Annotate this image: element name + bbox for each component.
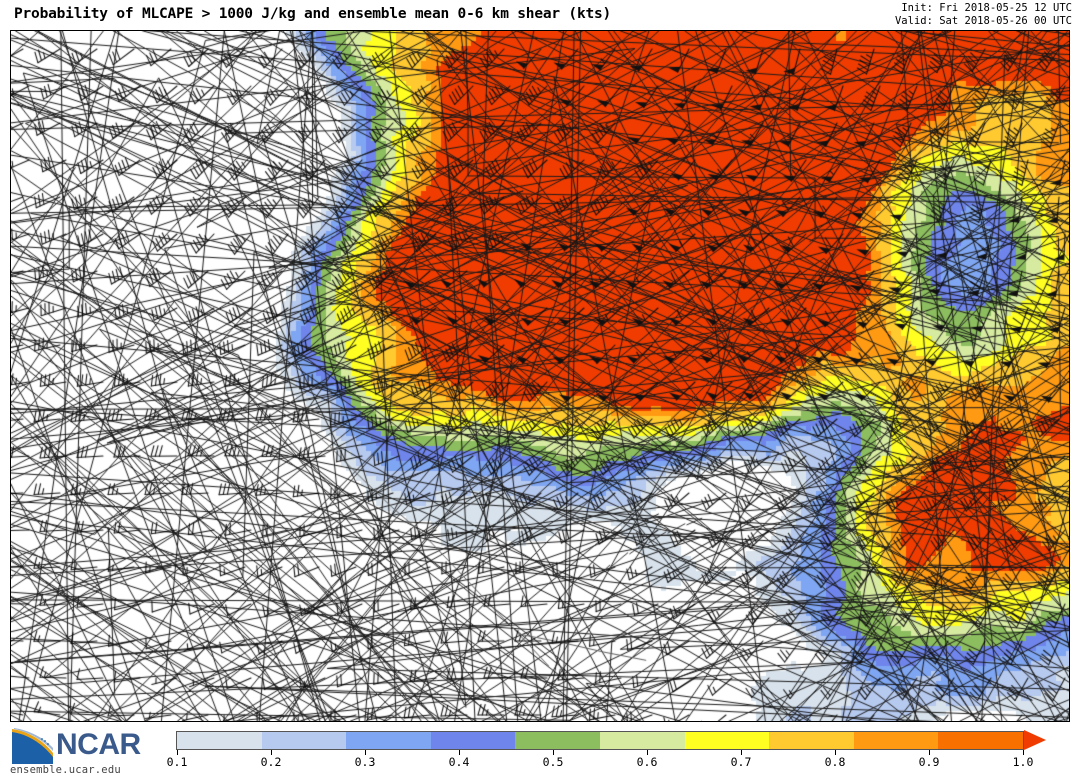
map-plot-area[interactable]	[10, 30, 1070, 722]
footer-bar: NCAR ensemble.ucar.edu 0.1 0.2 0.3 0.4 0.5 0.…	[0, 722, 1080, 781]
colorbar-tick	[834, 750, 836, 755]
colorbar-segment	[430, 732, 516, 749]
colorbar-tick-label: 1.0	[1012, 755, 1034, 769]
colorbar-tick	[740, 750, 742, 755]
colorbar-tick-label: 0.5	[542, 755, 564, 769]
colorbar-segment	[769, 732, 854, 749]
colorbar-segment	[599, 732, 685, 749]
colorbar-ticks	[176, 750, 1024, 756]
colorbar-swatches	[176, 731, 1024, 750]
page-title: Probability of MLCAPE > 1000 J/kg and en…	[14, 6, 612, 22]
colorbar-tick-label: 0.4	[448, 755, 470, 769]
colorbar-segment	[515, 732, 600, 749]
colorbar-overflow-arrow-icon	[1024, 730, 1046, 750]
ncar-logo[interactable]: NCAR ensemble.ucar.edu	[8, 726, 168, 776]
colorbar-tick-labels: 0.1 0.2 0.3 0.4 0.5 0.6 0.7 0.8 0.9 1.0	[167, 755, 1056, 773]
colorbar-tick-label: 0.7	[730, 755, 752, 769]
init-time-label: Init: Fri 2018-05-25 12 UTC	[901, 2, 1072, 14]
valid-time-label: Valid: Sat 2018-05-26 00 UTC	[894, 15, 1072, 27]
colorbar-tick	[458, 750, 460, 755]
colorbar-tick	[646, 750, 648, 755]
colorbar-tick	[364, 750, 366, 755]
ncar-wordmark: NCAR	[56, 728, 141, 761]
colorbar-tick-label: 0.3	[354, 755, 376, 769]
colorbar-segment	[684, 732, 770, 749]
colorbar-segment	[346, 732, 431, 749]
forecast-timestamps: Init: Fri 2018-05-25 12 UTC Valid: Sat 2…	[895, 2, 1072, 28]
colorbar-tick-label: 0.9	[918, 755, 940, 769]
colorbar-tick-label: 0.8	[824, 755, 846, 769]
colorbar-segment	[853, 732, 939, 749]
colorbar[interactable]: 0.1 0.2 0.3 0.4 0.5 0.6 0.7 0.8 0.9 1.0	[167, 728, 1071, 778]
header-bar: Probability of MLCAPE > 1000 J/kg and en…	[0, 0, 1080, 30]
colorbar-tick	[1022, 750, 1024, 755]
colorbar-tick	[270, 750, 272, 755]
colorbar-segment	[261, 732, 347, 749]
colorbar-tick	[176, 750, 178, 755]
colorbar-segment	[177, 732, 262, 749]
ensemble-site-url: ensemble.ucar.edu	[10, 764, 121, 776]
wind-barbs-canvas	[11, 31, 1069, 721]
colorbar-segment	[938, 732, 1023, 749]
colorbar-tick-label: 0.1	[166, 755, 188, 769]
colorbar-tick	[552, 750, 554, 755]
ncar-logo-mark-icon	[12, 727, 54, 765]
colorbar-tick-label: 0.2	[260, 755, 282, 769]
colorbar-tick	[928, 750, 930, 755]
colorbar-tick-label: 0.6	[636, 755, 658, 769]
